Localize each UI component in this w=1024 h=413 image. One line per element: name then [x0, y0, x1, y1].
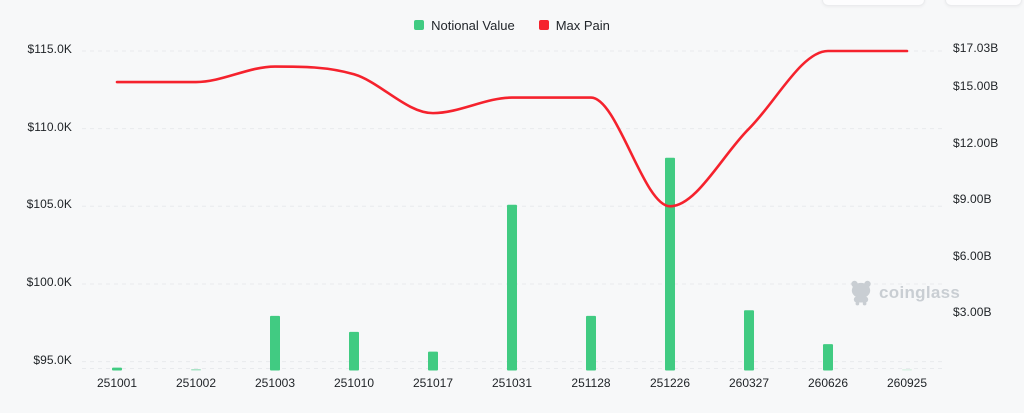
x-axis-label: 251031: [491, 376, 533, 390]
x-axis-label: 260327: [728, 376, 770, 390]
notional-value-bar[interactable]: [428, 351, 438, 371]
y-axis-right-label: $12.00B: [953, 135, 999, 150]
x-axis-label: 251017: [412, 376, 454, 390]
x-axis-label: 260626: [807, 376, 849, 390]
chart-legend: Notional Value Max Pain: [0, 15, 1024, 35]
legend-item-notional-value[interactable]: Notional Value: [414, 19, 515, 32]
y-axis-left-label: $110.0K: [27, 119, 72, 134]
y-axis-left-label: $115.0K: [27, 42, 72, 56]
x-axis-label: 251003: [254, 376, 296, 390]
legend-swatch-icon: [414, 20, 425, 30]
max-pain-line: [115, 49, 909, 208]
legend-swatch-icon: [538, 20, 549, 30]
y-axis-right-label: $17.03B: [953, 40, 999, 55]
notional-value-bar[interactable]: [191, 368, 201, 371]
notional-value-bar[interactable]: [112, 367, 122, 371]
notional-value-bar[interactable]: [665, 157, 675, 371]
y-axis-right-label: $15.00B: [953, 79, 999, 94]
legend-item-max-pain[interactable]: Max Pain: [538, 17, 610, 33]
legend-label: Notional Value: [431, 17, 515, 33]
y-axis-left-label: $105.0K: [26, 197, 72, 212]
y-axis-right-label: $9.00B: [953, 192, 992, 207]
notional-value-bar[interactable]: [823, 344, 833, 371]
notional-value-bar[interactable]: [586, 315, 596, 371]
x-axis-label: 251002: [175, 376, 217, 390]
x-axis-label: 251226: [649, 376, 691, 390]
x-axis-label: 260925: [886, 376, 928, 390]
notional-value-bar[interactable]: [507, 204, 517, 371]
y-axis-left-label: $95.0K: [33, 352, 72, 367]
y-axis-right-label: $3.00B: [953, 305, 992, 319]
y-axis-right-label: $6.00B: [953, 248, 992, 263]
y-axis-left-label: $100.0K: [26, 274, 72, 289]
x-axis-label: 251001: [96, 376, 138, 390]
x-axis-label: 251010: [333, 376, 375, 390]
notional-value-bar[interactable]: [270, 315, 280, 371]
notional-value-bar[interactable]: [744, 310, 754, 371]
notional-value-bar[interactable]: [349, 331, 359, 371]
legend-label: Max Pain: [555, 17, 610, 33]
x-axis-label: 251128: [571, 376, 611, 390]
notional-value-bar[interactable]: [902, 369, 912, 371]
